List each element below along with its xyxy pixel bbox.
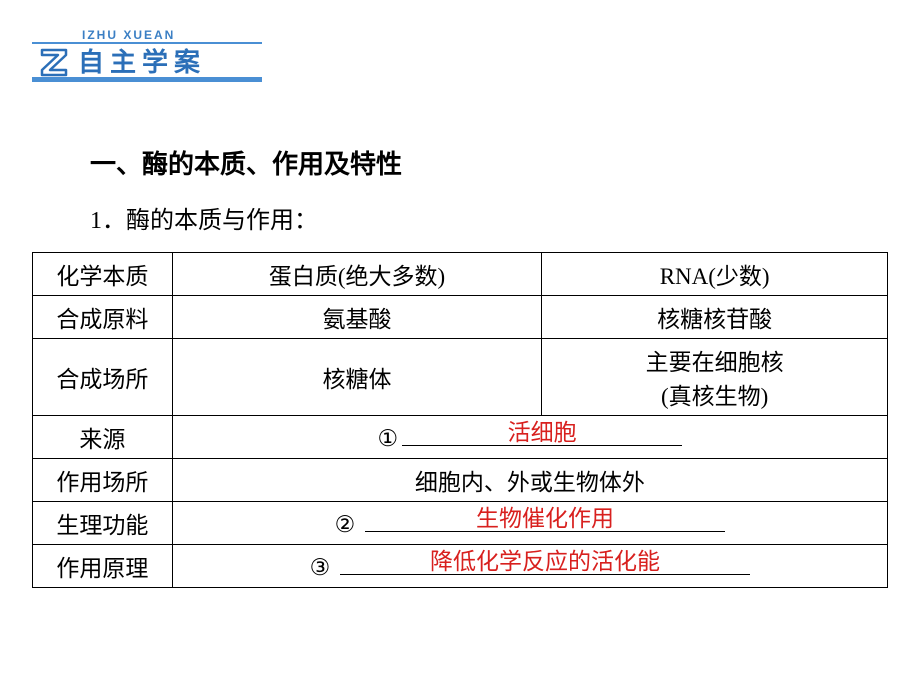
table-row: 作用原理 ③ 降低化学反应的活化能: [33, 545, 888, 588]
table-row: 作用场所 细胞内、外或生物体外: [33, 459, 888, 502]
logo-main: 自主学案: [32, 42, 262, 82]
cell-label: 生理功能: [33, 502, 173, 545]
blank-underline: 降低化学反应的活化能: [340, 552, 750, 575]
cell-label: 来源: [33, 416, 173, 459]
blank-underline: 活细胞: [402, 423, 682, 446]
enzyme-table: 化学本质 蛋白质(绝大多数) RNA(少数) 合成原料 氨基酸 核糖核苷酸 合成…: [32, 252, 888, 588]
cell-value: 氨基酸: [172, 296, 542, 339]
table-row: 来源 ① 活细胞: [33, 416, 888, 459]
logo-title: 自主学案: [78, 42, 206, 79]
logo-box: IZHU XUEAN 自主学案: [32, 28, 262, 82]
cell-value: 细胞内、外或生物体外: [172, 459, 887, 502]
cell-fill: ② 生物催化作用: [172, 502, 887, 545]
table-row: 生理功能 ② 生物催化作用: [33, 502, 888, 545]
table-row: 合成场所 核糖体 主要在细胞核 (真核生物): [33, 339, 888, 416]
cell-value: 蛋白质(绝大多数): [172, 253, 542, 296]
blank-answer: 降低化学反应的活化能: [340, 542, 750, 576]
blank-answer: 生物催化作用: [365, 499, 725, 533]
cell-label: 合成场所: [33, 339, 173, 416]
section-heading: 一、酶的本质、作用及特性: [90, 144, 402, 181]
cell-value: 核糖体: [172, 339, 542, 416]
cell-label: 作用原理: [33, 545, 173, 588]
logo-pinyin: IZHU XUEAN: [82, 28, 262, 42]
cell-label: 化学本质: [33, 253, 173, 296]
cell-fill: ① 活细胞: [172, 416, 887, 459]
table-row: 合成原料 氨基酸 核糖核苷酸: [33, 296, 888, 339]
table-row: 化学本质 蛋白质(绝大多数) RNA(少数): [33, 253, 888, 296]
cell-label: 合成原料: [33, 296, 173, 339]
cell-line1: 主要在细胞核: [646, 350, 784, 375]
z-icon: [36, 43, 72, 79]
subsection-heading: 1．酶的本质与作用：: [90, 200, 318, 235]
cell-fill: ③ 降低化学反应的活化能: [172, 545, 887, 588]
cell-value: 核糖核苷酸: [542, 296, 888, 339]
blank-number: ②: [335, 512, 356, 538]
cell-line2: (真核生物): [661, 384, 768, 409]
blank-underline: 生物催化作用: [365, 509, 725, 532]
blank-number: ③: [310, 555, 331, 581]
blank-answer: 活细胞: [402, 413, 682, 447]
cell-value: 主要在细胞核 (真核生物): [542, 339, 888, 416]
cell-value: RNA(少数): [542, 253, 888, 296]
blank-number: ①: [378, 426, 399, 452]
cell-label: 作用场所: [33, 459, 173, 502]
